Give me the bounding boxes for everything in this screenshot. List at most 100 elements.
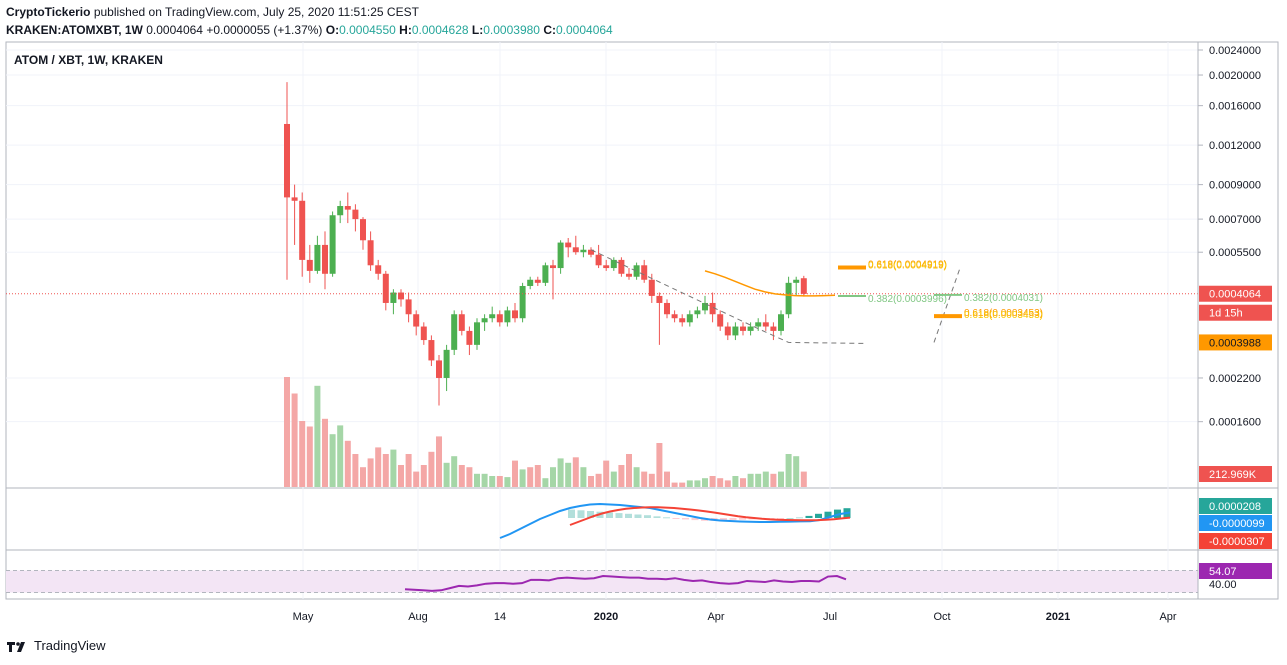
volume-bar bbox=[398, 465, 404, 487]
candle-body bbox=[504, 310, 511, 323]
candles bbox=[284, 82, 807, 406]
candle-body bbox=[679, 318, 686, 323]
candle-body bbox=[709, 302, 716, 315]
candle-body bbox=[580, 249, 587, 253]
level-price-badge-bg bbox=[1199, 334, 1272, 351]
price-tick-label: 0.0020000 bbox=[1209, 70, 1261, 82]
macd-histogram-bar bbox=[729, 518, 737, 521]
volume-bar bbox=[747, 473, 754, 487]
volume-bar bbox=[322, 418, 328, 487]
time-tick-label: Oct bbox=[933, 611, 950, 623]
volume-bar bbox=[770, 473, 777, 487]
volume-bar bbox=[512, 460, 518, 487]
volume-bar bbox=[588, 476, 594, 487]
macd-badge-bg bbox=[1199, 515, 1272, 531]
candle-body bbox=[382, 273, 389, 303]
candle-body bbox=[664, 302, 670, 315]
high-value: 0.0004628 bbox=[411, 23, 469, 37]
signal-badge: -0.0000307 bbox=[1209, 536, 1265, 548]
macd-histogram-bar bbox=[739, 518, 746, 520]
volume-bar bbox=[360, 467, 366, 487]
candle-body bbox=[284, 123, 290, 198]
rsi-tick-label: 40.00 bbox=[1209, 579, 1237, 591]
ohlc-line: KRAKEN:ATOMXBT, 1W 0.0004064 +0.0000055 … bbox=[6, 23, 613, 37]
symbol-label: KRAKEN:ATOMXBT, 1W bbox=[6, 23, 143, 37]
last-price-badge-bg bbox=[1199, 285, 1272, 302]
candle-body bbox=[527, 279, 534, 286]
candle-body bbox=[762, 322, 769, 327]
volume-bar bbox=[717, 478, 724, 487]
candle-body bbox=[588, 249, 594, 255]
macd-line bbox=[499, 502, 851, 539]
volume-bar bbox=[299, 421, 306, 487]
volume-bar bbox=[694, 480, 701, 487]
volume-bar bbox=[405, 454, 412, 487]
macd-histogram-bar bbox=[796, 517, 803, 519]
fib-level-label: 0.618(0.0003453) bbox=[964, 310, 1043, 321]
pane-title: ATOM / XBT, 1W, KRAKEN bbox=[14, 53, 163, 67]
volume-bar bbox=[527, 467, 534, 487]
time-tick-label: Apr bbox=[707, 611, 724, 623]
candle-body bbox=[740, 326, 746, 331]
volume-bar bbox=[648, 473, 655, 487]
volume-badge-bg bbox=[1199, 466, 1272, 482]
candle-body bbox=[686, 314, 693, 323]
fib-level-label: 0.382(0.0004031) bbox=[964, 293, 1043, 304]
chart-frame bbox=[5, 41, 1279, 600]
macd-histogram-badge: 0.0000208 bbox=[1209, 501, 1261, 513]
candle-body bbox=[436, 360, 442, 378]
volume-bar bbox=[367, 458, 374, 487]
candle-body bbox=[755, 322, 762, 327]
low-value: 0.0003980 bbox=[483, 23, 540, 37]
rsi-line bbox=[404, 574, 847, 592]
fib-level-label: 0.618(0.0004919) bbox=[868, 261, 947, 272]
candle-body bbox=[534, 279, 541, 283]
volume-bar bbox=[709, 476, 716, 487]
volume-bar bbox=[390, 449, 397, 487]
candle-body bbox=[557, 242, 564, 269]
price-tick-label: 0.0002200 bbox=[1209, 373, 1261, 385]
macd-histogram-bar bbox=[777, 518, 784, 519]
candle-body bbox=[428, 340, 435, 361]
publisher-name[interactable]: CryptoTickerio bbox=[6, 5, 91, 19]
candle-body bbox=[565, 242, 572, 248]
candle-body bbox=[420, 326, 427, 341]
footer-brand: TradingView bbox=[34, 638, 106, 653]
volume-bar bbox=[580, 467, 587, 487]
macd-histogram-bar bbox=[720, 518, 727, 521]
level-price-badge: 0.0003988 bbox=[1209, 337, 1261, 349]
volume-bar bbox=[732, 476, 739, 487]
signal-line bbox=[569, 506, 851, 526]
volume-bar bbox=[618, 465, 625, 487]
candle-body bbox=[337, 206, 344, 216]
signal-badge-bg bbox=[1199, 533, 1272, 549]
candle-body bbox=[329, 215, 336, 274]
candle-body bbox=[800, 278, 807, 294]
volume-bar bbox=[702, 478, 708, 487]
candle-body bbox=[451, 314, 458, 350]
candle-body bbox=[306, 259, 313, 271]
volume-bar bbox=[375, 447, 382, 487]
price-tick-label: 0.0012000 bbox=[1209, 140, 1261, 152]
volume-bar bbox=[686, 480, 693, 487]
macd-histogram-badge-bg bbox=[1199, 498, 1272, 514]
time-tick-label: Jul bbox=[823, 611, 837, 623]
footer[interactable]: TradingView bbox=[6, 638, 106, 653]
published-text: published on TradingView.com, July 25, 2… bbox=[93, 5, 419, 19]
candle-body bbox=[785, 282, 792, 315]
macd-histogram-bar bbox=[606, 512, 613, 518]
candle-body bbox=[344, 206, 351, 210]
macd-histogram-bar bbox=[786, 518, 794, 519]
candle-body bbox=[550, 265, 556, 269]
volume-bar bbox=[344, 440, 351, 487]
volume-bar bbox=[352, 454, 359, 487]
volume-bar bbox=[443, 462, 450, 487]
macd-histogram-bar bbox=[625, 513, 632, 518]
publish-line: CryptoTickerio published on TradingView.… bbox=[6, 5, 419, 19]
open-value: 0.0004550 bbox=[339, 23, 396, 37]
price-tick-label: 0.0024000 bbox=[1209, 45, 1261, 57]
candle-body bbox=[671, 314, 678, 319]
candle-body bbox=[519, 285, 526, 319]
volume-bar bbox=[550, 467, 556, 487]
